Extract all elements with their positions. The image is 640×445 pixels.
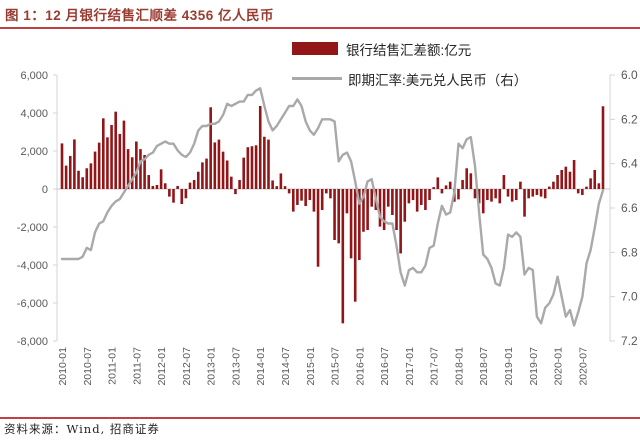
svg-text:2016-01: 2016-01 xyxy=(354,347,366,386)
svg-text:2019-07: 2019-07 xyxy=(528,347,540,386)
svg-text:2019-01: 2019-01 xyxy=(503,347,515,386)
svg-text:2018-07: 2018-07 xyxy=(478,347,490,386)
svg-text:2011-01: 2011-01 xyxy=(107,347,119,385)
chart-legend: 银行结售汇差额:亿元 即期汇率:美元兑人民币（右） xyxy=(292,38,527,89)
svg-text:0: 0 xyxy=(42,184,48,196)
svg-text:2011-07: 2011-07 xyxy=(131,347,143,385)
right-axis-labels: 6.0 6.2 6.4 6.6 6.8 7.0 7.2 xyxy=(610,68,638,348)
svg-text:7.2: 7.2 xyxy=(621,334,638,348)
svg-text:2015-07: 2015-07 xyxy=(330,347,342,386)
footer-divider xyxy=(0,417,640,419)
title-divider xyxy=(0,27,640,29)
svg-text:2014-01: 2014-01 xyxy=(255,347,267,386)
rate-line-series xyxy=(60,87,605,327)
svg-text:6.0: 6.0 xyxy=(621,68,638,82)
bar-swatch-icon xyxy=(292,42,338,55)
svg-text:4,000: 4,000 xyxy=(20,108,48,120)
svg-text:6.4: 6.4 xyxy=(621,157,638,171)
svg-text:-2,000: -2,000 xyxy=(17,222,48,234)
legend-item-bar-series: 银行结售汇差额:亿元 xyxy=(292,38,527,59)
svg-text:6.2: 6.2 xyxy=(621,112,638,126)
svg-text:6.8: 6.8 xyxy=(621,245,638,259)
svg-text:2010-01: 2010-01 xyxy=(57,347,69,386)
figure-title: 图 1：12 月银行结售汇顺差 4356 亿人民币 xyxy=(5,8,275,23)
svg-text:2017-01: 2017-01 xyxy=(404,347,416,386)
legend-item-line-series: 即期汇率:美元兑人民币（右） xyxy=(292,68,527,89)
svg-text:6.6: 6.6 xyxy=(621,201,638,215)
svg-text:7.0: 7.0 xyxy=(621,290,638,304)
legend-label-line: 即期汇率:美元兑人民币（右） xyxy=(348,72,528,88)
svg-text:2020-07: 2020-07 xyxy=(577,347,589,386)
svg-text:2012-07: 2012-07 xyxy=(181,347,193,386)
svg-text:6,000: 6,000 xyxy=(20,70,48,82)
left-axis-labels: 6,000 4,000 2,000 0 -2,000 -4,000 -6,000 -8,000 xyxy=(17,70,57,348)
svg-text:-8,000: -8,000 xyxy=(17,336,48,348)
svg-text:2020-01: 2020-01 xyxy=(553,347,565,386)
x-axis-labels: 2010-01 2010-07 2011-01 2011-07 2012-01 2012-… xyxy=(57,347,589,386)
svg-text:-4,000: -4,000 xyxy=(17,260,48,272)
legend-label-bar: 银行结售汇差额:亿元 xyxy=(346,42,472,58)
svg-text:2013-01: 2013-01 xyxy=(206,347,218,386)
line-swatch-icon xyxy=(292,77,342,80)
svg-text:2014-07: 2014-07 xyxy=(280,347,292,386)
svg-text:2013-07: 2013-07 xyxy=(230,347,242,386)
svg-text:2018-01: 2018-01 xyxy=(453,347,465,386)
svg-text:2016-07: 2016-07 xyxy=(379,347,391,386)
svg-text:2015-01: 2015-01 xyxy=(305,347,317,386)
bars-series xyxy=(60,105,605,324)
svg-text:-6,000: -6,000 xyxy=(17,298,48,310)
svg-text:2,000: 2,000 xyxy=(20,146,48,158)
svg-text:2017-07: 2017-07 xyxy=(429,347,441,386)
svg-text:2012-01: 2012-01 xyxy=(156,347,168,386)
figure-source: 资料来源：Wind, 招商证券 xyxy=(4,422,160,436)
svg-text:2010-07: 2010-07 xyxy=(82,347,94,386)
